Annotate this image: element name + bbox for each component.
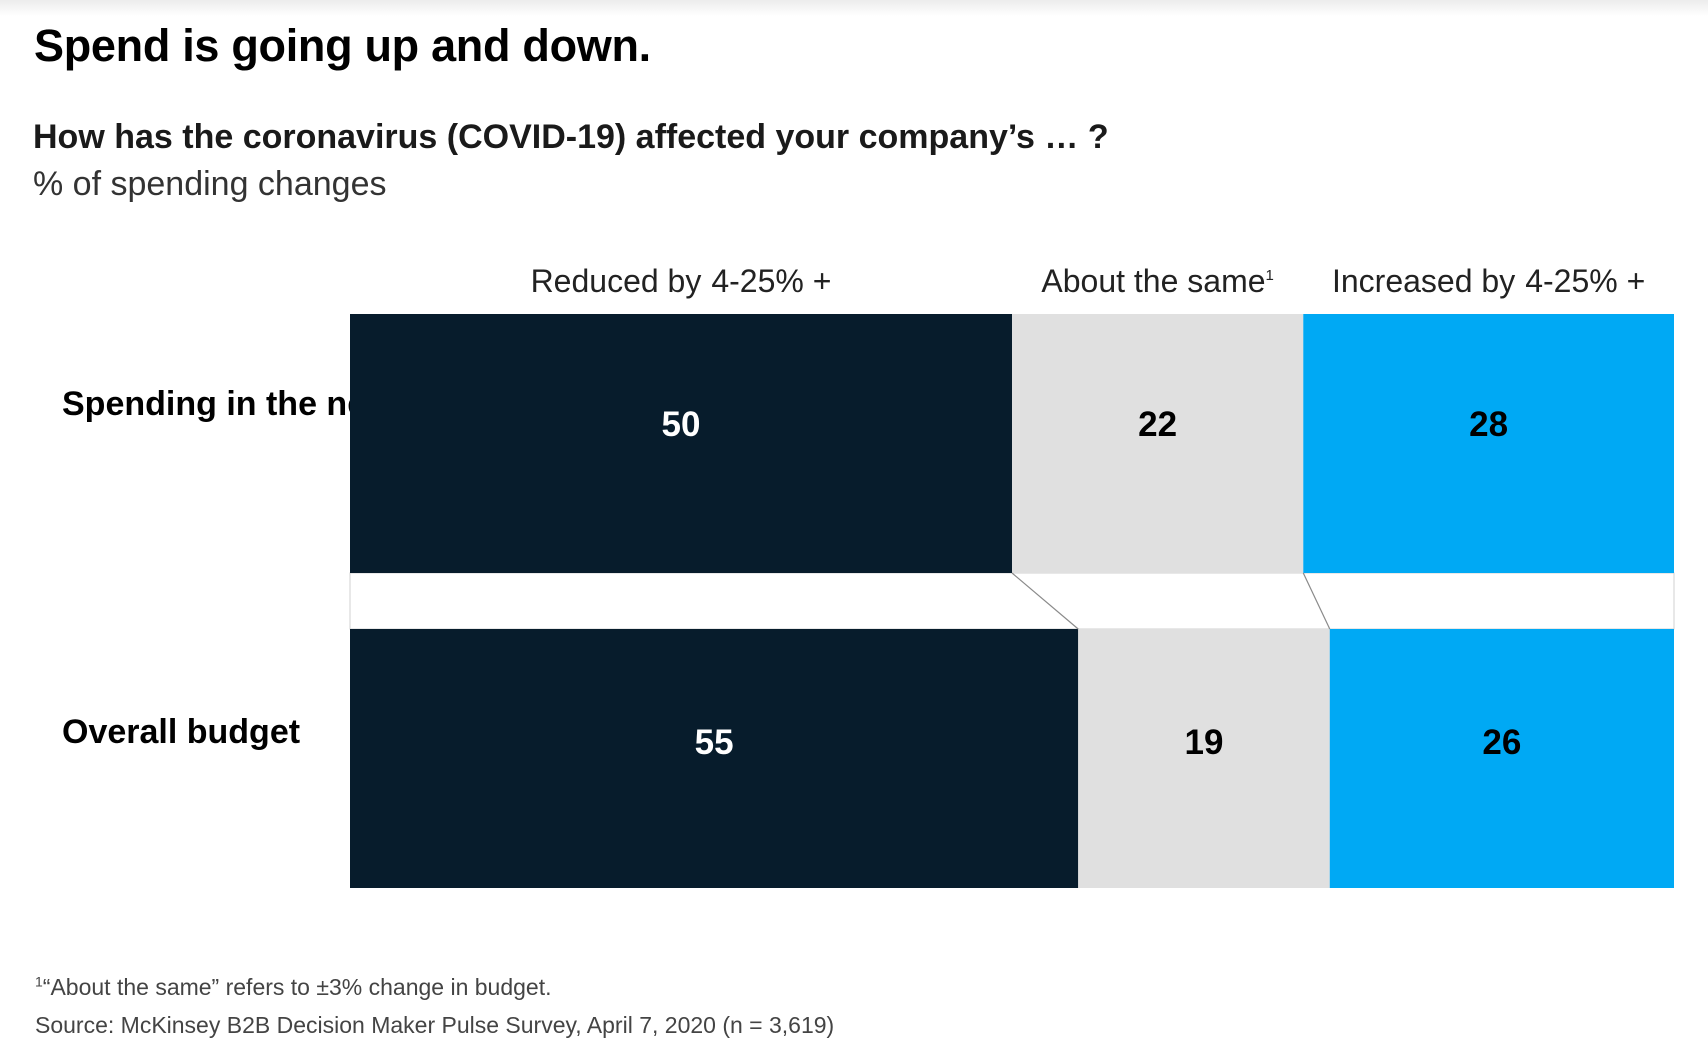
footnote-text: “About the same” refers to ±3% change in…	[42, 974, 552, 1000]
data-label-1-3: 28	[1469, 405, 1508, 444]
bar-gap-band	[349, 572, 1675, 630]
bar-segment-1-3	[1303, 314, 1674, 573]
bar-segment-2-2	[1078, 629, 1330, 888]
connector-line-2	[1302, 572, 1331, 630]
data-label-2-2: 19	[1185, 723, 1224, 762]
column-header-2: About the same1	[1041, 263, 1273, 299]
chart-question: How has the coronavirus (COVID-19) affec…	[33, 118, 1109, 156]
chart-title: Spend is going up and down.	[34, 20, 651, 71]
column-header-3: Increased by 4-25% +	[1332, 263, 1645, 299]
bar-segment-1-2	[1012, 314, 1304, 573]
column-header-1: Reduced by 4-25% +	[531, 263, 832, 299]
bar-segment-2-1	[350, 629, 1079, 888]
connector-line-1	[1011, 572, 1079, 630]
data-label-2-3: 26	[1482, 723, 1521, 762]
data-label-1-2: 22	[1138, 405, 1177, 444]
bar-segment-1-1	[350, 314, 1012, 573]
unit-label: % of spending changes	[33, 165, 387, 203]
footnote: 1“About the same” refers to ±3% change i…	[35, 972, 552, 1002]
bar-segment-2-3	[1329, 629, 1674, 888]
row-label-overall-budget: Overall budget	[62, 713, 301, 751]
data-label-2-1: 55	[695, 723, 734, 762]
data-label-1-1: 50	[662, 405, 701, 444]
source-note: Source: McKinsey B2B Decision Maker Puls…	[35, 1012, 835, 1038]
footnote-marker: 1	[35, 973, 43, 990]
top-rule	[0, 0, 1708, 16]
